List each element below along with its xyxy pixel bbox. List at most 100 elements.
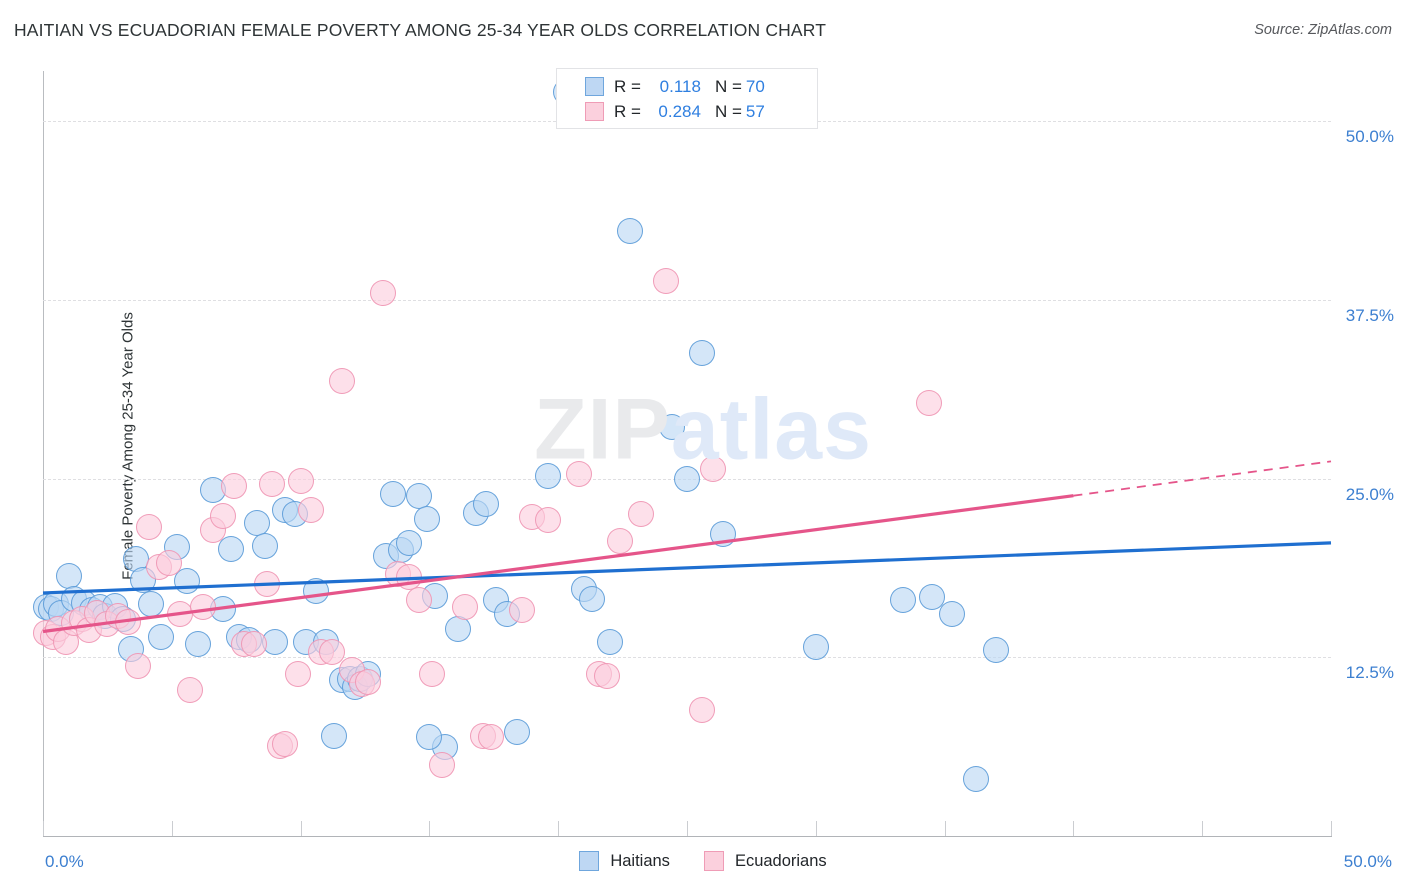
scatter-point[interactable]: [220, 472, 247, 499]
x-axis-tick: [300, 821, 302, 836]
scatter-point[interactable]: [174, 568, 201, 595]
scatter-point[interactable]: [710, 521, 737, 548]
stats-row-haitians: R = 0.118 N = 70: [585, 74, 817, 99]
scatter-point[interactable]: [115, 608, 141, 635]
scatter-point[interactable]: [674, 465, 700, 492]
x-axis-min-label: 0.0%: [45, 852, 84, 871]
scatter-point[interactable]: [321, 722, 348, 749]
scatter-point[interactable]: [916, 389, 943, 416]
scatter-point[interactable]: [370, 279, 397, 306]
scatter-point[interactable]: [689, 697, 716, 724]
scatter-point[interactable]: [503, 718, 530, 745]
stats-row-ecuadorians: R = 0.284 N = 57: [585, 99, 817, 124]
x-axis-line: [43, 836, 1332, 837]
scatter-point[interactable]: [166, 601, 193, 628]
scatter-point[interactable]: [939, 601, 966, 628]
scatter-point[interactable]: [509, 597, 536, 624]
haitians-legend-swatch-icon: [579, 851, 600, 871]
ecuadorians-r-value: 0.284: [658, 101, 701, 121]
scatter-point[interactable]: [452, 594, 479, 621]
scatter-point[interactable]: [478, 724, 505, 751]
x-axis-tick: [1202, 821, 1204, 836]
plot-area: [32, 71, 1331, 836]
scatter-point[interactable]: [473, 491, 500, 518]
legend-item-ecuadorians[interactable]: Ecuadorians: [703, 851, 827, 871]
scatter-point[interactable]: [617, 218, 644, 245]
haitians-n-value: 70: [745, 76, 765, 96]
correlation-stats-legend: R = 0.118 N = 70 R = 0.284 N = 57: [556, 68, 818, 129]
scatter-point[interactable]: [297, 496, 324, 523]
scatter-point[interactable]: [156, 549, 183, 576]
x-axis-tick: [815, 821, 817, 836]
scatter-point[interactable]: [254, 571, 281, 598]
scatter-point[interactable]: [135, 514, 162, 541]
scatter-point[interactable]: [176, 677, 203, 704]
scatter-point[interactable]: [184, 631, 211, 658]
scatter-point[interactable]: [285, 661, 312, 688]
gridline: [43, 299, 1331, 301]
scatter-point[interactable]: [802, 634, 829, 661]
ecuadorians-r-label: R =: [614, 101, 641, 121]
scatter-point[interactable]: [429, 751, 456, 778]
scatter-point[interactable]: [607, 528, 634, 555]
scatter-point[interactable]: [406, 587, 433, 614]
x-axis-tick: [1073, 821, 1075, 836]
haitians-n-label: N =: [714, 76, 742, 96]
y-axis-tick-label: 50.0%: [1345, 127, 1394, 147]
ecuadorians-legend-label: Ecuadorians: [734, 851, 827, 870]
x-axis-tick: [558, 821, 560, 836]
scatter-point[interactable]: [210, 502, 237, 529]
scatter-point[interactable]: [653, 268, 680, 295]
haitians-r-value: 0.118: [659, 76, 701, 96]
ecuadorians-n-value: 57: [745, 101, 765, 121]
scatter-point[interactable]: [328, 368, 355, 395]
scatter-point[interactable]: [138, 591, 165, 618]
x-axis-tick: [1331, 821, 1332, 836]
scatter-point[interactable]: [565, 461, 592, 488]
scatter-point[interactable]: [318, 638, 345, 665]
scatter-point[interactable]: [189, 594, 216, 621]
scatter-point[interactable]: [627, 501, 654, 528]
scatter-point[interactable]: [251, 532, 278, 559]
page-title: HAITIAN VS ECUADORIAN FEMALE POVERTY AMO…: [14, 20, 827, 40]
x-axis-tick: [944, 821, 946, 836]
y-axis-tick-label: 37.5%: [1345, 305, 1394, 325]
scatter-point[interactable]: [354, 668, 381, 695]
scatter-point[interactable]: [418, 661, 445, 688]
y-axis-tick-label: 12.5%: [1345, 663, 1394, 683]
scatter-point[interactable]: [380, 481, 407, 508]
haitians-swatch-icon: [585, 77, 604, 96]
y-axis-line: [43, 71, 44, 836]
ecuadorians-swatch-icon: [585, 102, 604, 121]
scatter-point[interactable]: [287, 468, 314, 495]
scatter-point[interactable]: [596, 628, 623, 655]
scatter-point[interactable]: [890, 587, 917, 614]
scatter-point[interactable]: [534, 462, 561, 489]
ecuadorians-legend-swatch-icon: [703, 851, 724, 871]
scatter-point[interactable]: [689, 339, 716, 366]
scatter-point[interactable]: [594, 662, 621, 689]
scatter-point[interactable]: [658, 414, 685, 441]
scatter-point[interactable]: [699, 455, 726, 482]
scatter-point[interactable]: [241, 631, 268, 658]
x-axis-tick: [429, 821, 431, 836]
scatter-point[interactable]: [303, 578, 330, 605]
scatter-point[interactable]: [578, 585, 605, 612]
scatter-point[interactable]: [125, 652, 152, 679]
scatter-point[interactable]: [218, 535, 245, 562]
scatter-point[interactable]: [413, 505, 440, 532]
haitians-legend-label: Haitians: [610, 851, 670, 870]
source-label: Source: ZipAtlas.com: [1254, 22, 1392, 38]
scatter-point[interactable]: [259, 471, 286, 498]
scatter-point[interactable]: [148, 624, 175, 651]
scatter-point[interactable]: [416, 724, 443, 751]
scatter-point[interactable]: [983, 637, 1010, 664]
scatter-point[interactable]: [55, 562, 82, 589]
scatter-point[interactable]: [534, 506, 561, 533]
scatter-point[interactable]: [395, 529, 422, 556]
x-axis-tick: [687, 821, 688, 836]
scatter-point[interactable]: [272, 731, 299, 758]
legend-item-haitians[interactable]: Haitians: [579, 851, 670, 871]
scatter-point[interactable]: [962, 765, 989, 792]
